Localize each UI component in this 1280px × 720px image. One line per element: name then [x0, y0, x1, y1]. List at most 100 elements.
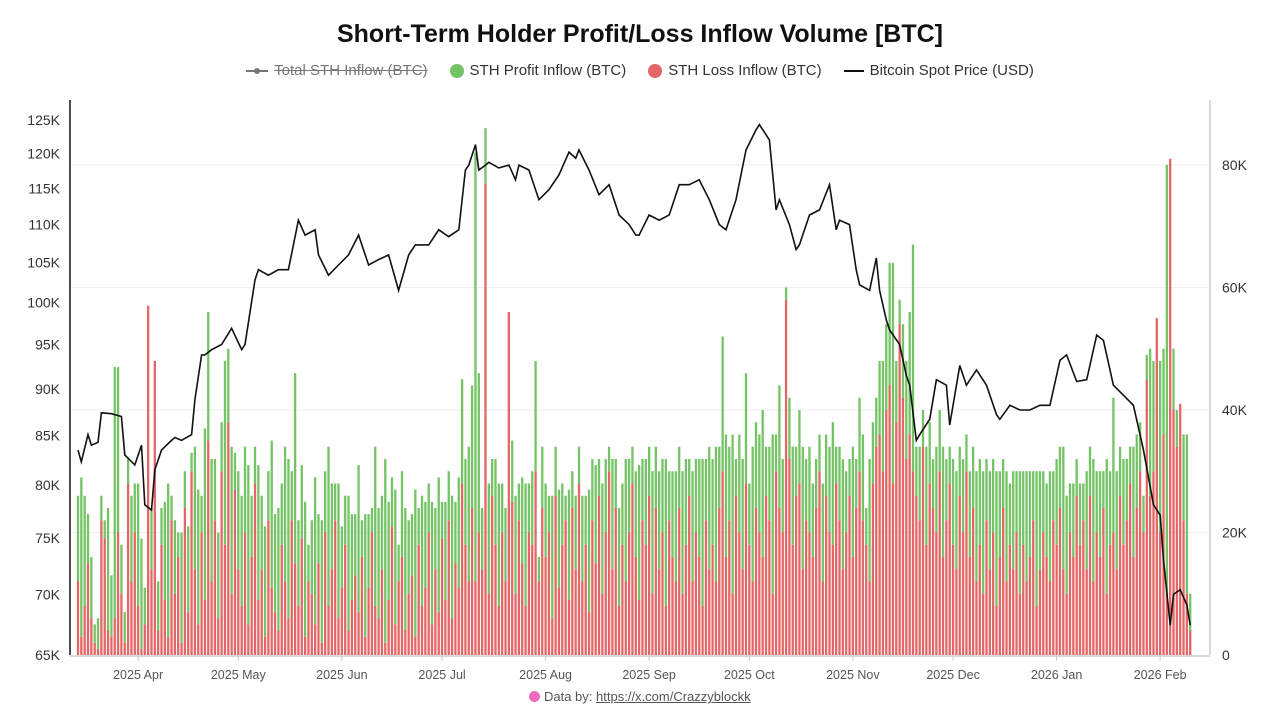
loss-bar	[457, 587, 460, 655]
source-link[interactable]: https://x.com/Crazzyblockk	[596, 689, 751, 704]
profit-bar	[915, 446, 918, 496]
loss-bar	[116, 532, 120, 655]
legend-item-total-inflow[interactable]: Total STH Inflow (BTC)	[246, 62, 428, 79]
loss-bar	[888, 385, 891, 655]
loss-bar	[992, 532, 995, 655]
profit-bar	[771, 434, 774, 594]
left-axis-tick-label: 75K	[35, 530, 61, 546]
loss-bar	[377, 618, 380, 655]
legend-item-price[interactable]: Bitcoin Spot Price (USD)	[843, 62, 1034, 79]
loss-bar	[531, 544, 534, 655]
loss-bar	[1012, 569, 1015, 655]
loss-bar	[240, 605, 243, 655]
loss-bar	[774, 471, 778, 655]
loss-bar	[1048, 581, 1052, 655]
profit-bar	[434, 507, 437, 570]
loss-bar	[146, 305, 150, 655]
profit-bar	[263, 526, 267, 637]
profit-bar	[197, 489, 200, 625]
profit-bar	[477, 373, 480, 533]
profit-bar	[1108, 471, 1112, 545]
loss-bar	[985, 520, 988, 655]
profit-bar	[1095, 471, 1098, 533]
profit-bar	[370, 507, 374, 533]
loss-bar	[798, 483, 801, 655]
loss-bar	[678, 507, 681, 655]
profit-bar	[764, 446, 768, 496]
loss-bar	[1035, 605, 1038, 655]
loss-bar	[881, 471, 885, 655]
profit-bar	[658, 471, 661, 570]
loss-bar	[303, 636, 307, 655]
loss-bar	[571, 507, 574, 655]
profit-bar	[167, 483, 170, 637]
loss-bar	[978, 544, 981, 655]
profit-bar	[591, 458, 594, 521]
profit-bar	[177, 532, 180, 557]
profit-bar	[1028, 471, 1032, 557]
loss-bar	[587, 612, 591, 655]
loss-bar	[1162, 434, 1165, 655]
loss-bar	[173, 593, 177, 655]
loss-bar	[140, 648, 143, 655]
profit-bar	[708, 446, 711, 570]
loss-bar	[751, 581, 754, 655]
loss-bar	[1085, 569, 1088, 655]
left-axis-tick-label: 65K	[35, 647, 61, 663]
loss-bar	[1088, 495, 1092, 655]
profit-bar	[86, 514, 90, 564]
loss-bar	[260, 569, 263, 655]
loss-bar	[320, 642, 323, 655]
profit-bar	[180, 532, 183, 643]
profit-bar	[521, 477, 524, 564]
loss-bar	[935, 532, 938, 655]
loss-bar	[971, 507, 975, 655]
loss-bar	[270, 587, 273, 655]
profit-bar	[992, 458, 995, 533]
profit-bar	[327, 446, 330, 606]
profit-bar	[387, 501, 390, 600]
left-axis-tick-label: 100K	[27, 295, 60, 311]
loss-bar	[1075, 495, 1078, 655]
profit-bar	[601, 483, 604, 594]
green-dot-icon	[449, 63, 464, 78]
loss-bar	[567, 599, 571, 655]
profit-bar	[838, 446, 841, 521]
loss-bar	[891, 483, 895, 655]
loss-bar	[721, 471, 724, 655]
legend-item-loss-inflow[interactable]: STH Loss Inflow (BTC)	[648, 62, 822, 79]
profit-bar	[300, 465, 303, 539]
profit-bar	[971, 446, 975, 508]
loss-bar	[150, 569, 153, 655]
brain-icon	[529, 691, 541, 702]
loss-bar	[507, 311, 511, 655]
profit-bar	[895, 360, 898, 423]
loss-bar	[938, 471, 941, 655]
profit-bar	[668, 471, 671, 521]
loss-bar	[470, 507, 474, 655]
loss-bar	[123, 642, 126, 655]
profit-bar	[788, 397, 791, 459]
profit-bar	[514, 495, 517, 594]
profit-bar	[554, 446, 557, 496]
loss-bar	[931, 507, 935, 655]
profit-bar	[671, 471, 674, 557]
profit-bar	[941, 446, 945, 557]
loss-bar	[758, 532, 761, 655]
profit-bar	[534, 360, 537, 472]
profit-bar	[1005, 471, 1008, 582]
profit-bar	[280, 483, 283, 545]
profit-bar	[344, 495, 347, 545]
loss-bar	[350, 599, 354, 655]
profit-bar	[287, 458, 290, 619]
profit-bar	[410, 514, 414, 576]
profit-bar	[798, 409, 801, 484]
profit-bar	[698, 458, 701, 557]
x-axis-tick-label: 2025 Aug	[519, 668, 572, 682]
loss-bar	[1072, 556, 1075, 655]
profit-bar	[875, 397, 878, 447]
profit-bar	[1098, 471, 1102, 557]
legend-item-profit-inflow[interactable]: STH Profit Inflow (BTC)	[449, 62, 626, 79]
profit-bar	[273, 514, 277, 613]
profit-bar	[931, 458, 935, 508]
